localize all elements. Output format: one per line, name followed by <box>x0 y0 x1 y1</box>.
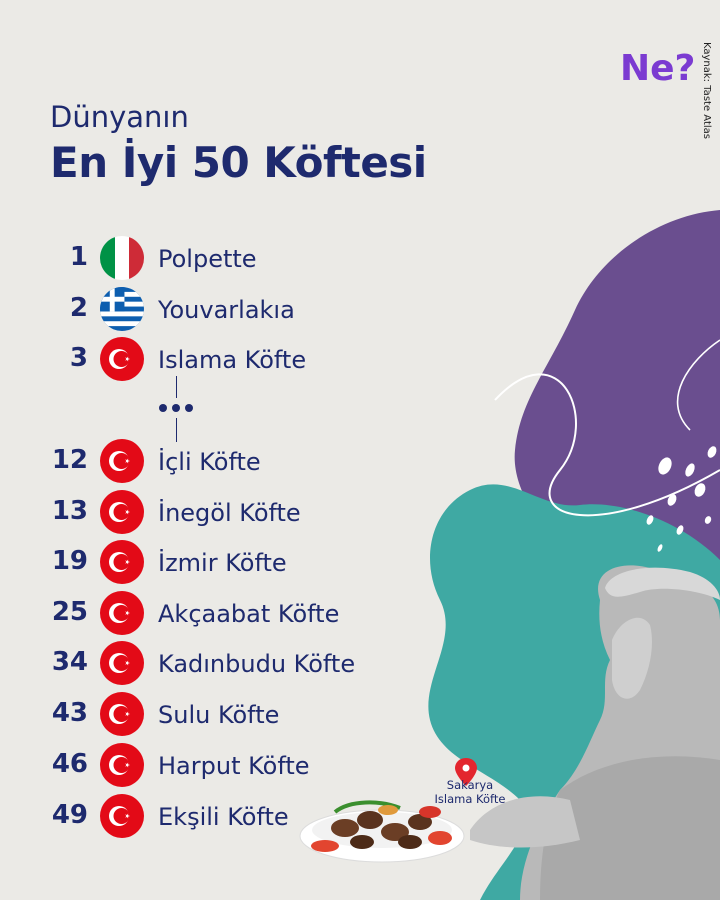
list-item: 43 Sulu Köfte <box>0 692 460 736</box>
connector-line-bottom <box>176 418 177 442</box>
list-item: 25 Akçaabat Köfte <box>0 591 460 635</box>
dish-name: Sulu Köfte <box>158 701 280 729</box>
list-item: 34 Kadınbudu Köfte <box>0 641 460 685</box>
dish-name: Akçaabat Köfte <box>158 600 340 628</box>
kofte-plate-illustration <box>299 800 465 863</box>
greece-flag-icon <box>100 287 144 331</box>
dish-name: Ekşili Köfte <box>158 803 289 831</box>
rank-number: 19 <box>51 546 88 576</box>
rank-number: 13 <box>51 496 88 526</box>
turkey-flag-icon <box>100 540 144 584</box>
rank-number: 3 <box>69 343 88 373</box>
turkey-flag-icon <box>100 641 144 685</box>
rank-number: 34 <box>51 647 88 677</box>
list-item: 13 İnegöl Köfte <box>0 490 460 534</box>
list-item: 19 İzmir Köfte <box>0 540 460 584</box>
rank-number: 1 <box>69 242 88 272</box>
white-curve <box>494 373 720 517</box>
pin-label-dish: Islama Köfte <box>434 792 506 806</box>
white-dots <box>646 446 717 552</box>
source-credit: Kaynak: Taste Atlas <box>701 42 712 139</box>
rank-number: 12 <box>51 445 88 475</box>
dish-name: Polpette <box>158 245 257 273</box>
dish-name: İzmir Köfte <box>158 549 287 577</box>
connector-line-top <box>176 376 177 398</box>
pin-label: Sakarya Islama Köfte <box>420 778 520 806</box>
dish-name: İnegöl Köfte <box>158 499 301 527</box>
list-item: 12 İçli Köfte <box>0 439 460 483</box>
rank-number: 2 <box>69 293 88 323</box>
brand-logo: Ne? <box>620 48 696 89</box>
dish-name: Islama Köfte <box>158 346 307 374</box>
list-item: 1 Polpette <box>0 236 460 280</box>
dish-name: İçli Köfte <box>158 448 261 476</box>
rank-number: 49 <box>51 800 88 830</box>
statue-illustration <box>470 565 720 900</box>
turkey-flag-icon <box>100 794 144 838</box>
list-item: 49 Ekşili Köfte <box>0 794 460 838</box>
subtitle: Dünyanın <box>50 100 208 134</box>
italy-flag-icon <box>100 236 144 280</box>
turkey-flag-icon <box>100 692 144 736</box>
list-item: 46 Harput Köfte <box>0 743 460 787</box>
ellipsis-dots <box>159 404 193 412</box>
turkey-flag-icon <box>100 439 144 483</box>
turkey-flag-icon <box>100 490 144 534</box>
white-curve-2 <box>676 339 720 431</box>
dish-name: Youvarlakıa <box>158 296 295 324</box>
pin-label-city: Sakarya <box>446 778 494 792</box>
dish-name: Kadınbudu Köfte <box>158 650 356 678</box>
list-item: 3 Islama Köfte <box>0 337 460 381</box>
rank-number: 43 <box>51 698 88 728</box>
list-item: 2 Youvarlakıa <box>0 287 460 331</box>
dish-name: Harput Köfte <box>158 752 310 780</box>
rank-number: 46 <box>51 749 88 779</box>
turkey-flag-icon <box>100 337 144 381</box>
location-pin-icon <box>455 758 477 786</box>
rank-number: 25 <box>51 597 88 627</box>
turkey-flag-icon <box>100 743 144 787</box>
page-title: En İyi 50 Köftesi <box>50 138 427 187</box>
turkey-flag-icon <box>100 591 144 635</box>
